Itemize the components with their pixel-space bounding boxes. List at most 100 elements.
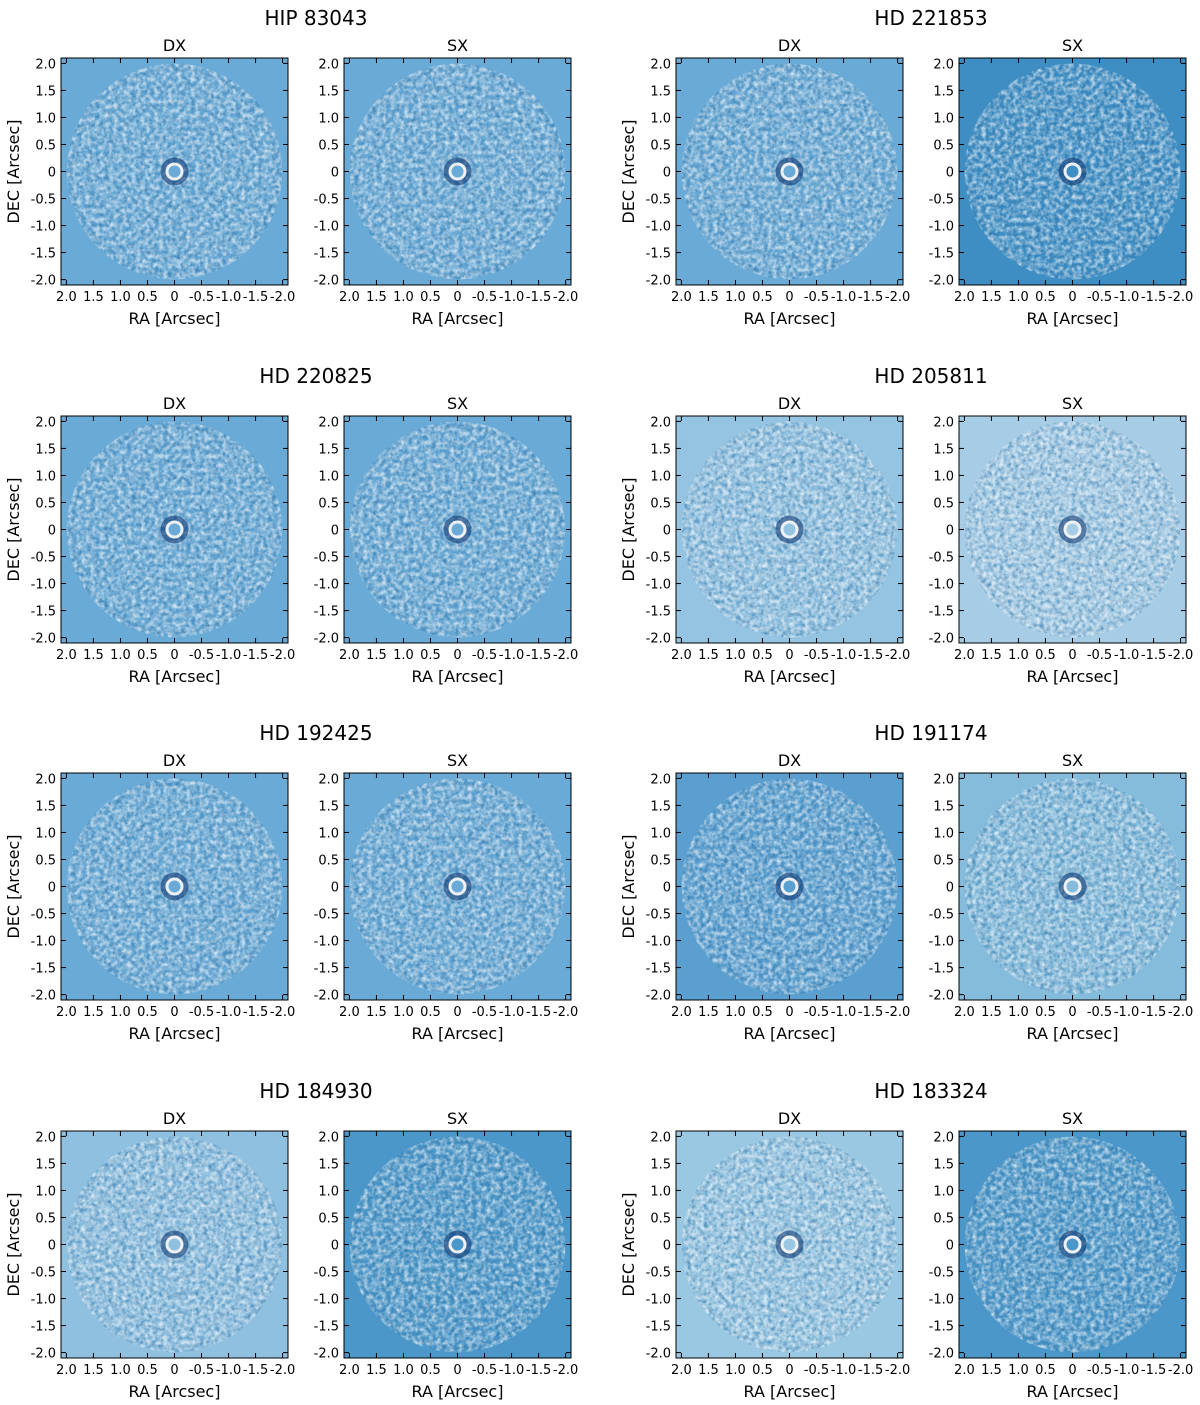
y-tick-label: -1.5	[314, 1320, 339, 1335]
x-tick-label: -1.0	[499, 290, 524, 305]
x-tick-label: -2.0	[1168, 290, 1193, 305]
x-tick-label: -2.0	[1168, 1363, 1193, 1378]
y-tick-label: -2.0	[646, 274, 671, 289]
x-tick-label: 0	[170, 290, 178, 305]
panel-sx-5: 2.0 1.5 1.0 0.5 0 -0.5 -1.0 -1.5 -2.0-2.0-1.5-1.…	[929, 751, 1194, 1043]
x-tick-label: -0.5	[472, 648, 497, 663]
x-axis-label: RA [Arcsec]	[744, 667, 836, 686]
x-tick-label: 0.5	[137, 1363, 158, 1378]
y-axis-label: DEC [Arcsec]	[4, 119, 23, 223]
star-title: HD 191174	[874, 721, 987, 745]
x-axis-label: RA [Arcsec]	[1027, 309, 1119, 328]
x-tick-label: 1.5	[366, 1363, 387, 1378]
x-tick-label: -1.0	[831, 1363, 856, 1378]
y-tick-label: 0	[331, 1239, 339, 1254]
y-tick-label: -1.0	[31, 578, 56, 593]
panel-dx-0: 2.0 1.5 1.0 0.5 0 -0.5 -1.0 -1.5 -2.0-2.0-1.5-1.…	[31, 36, 296, 328]
y-tick-label: -0.5	[646, 551, 671, 566]
y-axis-label: DEC [Arcsec]	[619, 834, 638, 938]
x-tick-label: -1.0	[1114, 1005, 1139, 1020]
y-tick-label: 0	[946, 881, 954, 896]
y-tick-label: 0	[48, 1239, 56, 1254]
x-axis-label: RA [Arcsec]	[129, 1024, 221, 1043]
y-tick-label: 0.5	[318, 496, 339, 511]
coronagraph-mask	[168, 880, 181, 893]
y-tick-label: 2.0	[933, 772, 954, 787]
x-tick-label: -1.5	[526, 290, 551, 305]
y-tick-label: 1.5	[35, 1157, 56, 1172]
y-tick-label: -0.5	[31, 908, 56, 923]
x-tick-label: 1.5	[83, 648, 104, 663]
x-tick-label: 0	[1068, 648, 1076, 663]
y-tick-label: -2.0	[929, 989, 954, 1004]
panel-label: SX	[447, 1109, 468, 1128]
y-tick-label: 2.0	[35, 57, 56, 72]
y-tick-label: 1.0	[933, 469, 954, 484]
y-tick-label: -0.5	[314, 193, 339, 208]
y-tick-label: -1.5	[929, 962, 954, 977]
y-tick-label: -1.0	[929, 935, 954, 950]
x-tick-label: 2.0	[954, 648, 975, 663]
x-tick-label: 0	[170, 1363, 178, 1378]
y-tick-label: -0.5	[929, 908, 954, 923]
x-tick-label: -1.5	[526, 1363, 551, 1378]
y-tick-label: 1.0	[35, 111, 56, 126]
x-tick-label: -1.0	[499, 648, 524, 663]
x-tick-label: 0.5	[1035, 648, 1056, 663]
x-tick-label: 0.5	[420, 648, 441, 663]
y-tick-label: 2.0	[933, 57, 954, 72]
x-tick-label: 1.0	[1008, 1005, 1029, 1020]
x-tick-label: 2.0	[954, 1363, 975, 1378]
panel-dx-1: 2.0 1.5 1.0 0.5 0 -0.5 -1.0 -1.5 -2.0-2.0-1.5-1.…	[646, 36, 911, 328]
x-tick-label: 2.0	[339, 290, 360, 305]
y-tick-label: 1.0	[318, 1184, 339, 1199]
y-tick-label: -1.0	[31, 1293, 56, 1308]
x-tick-label: 0.5	[420, 1005, 441, 1020]
star-title: HD 221853	[874, 6, 987, 30]
y-tick-label: 2.0	[35, 415, 56, 430]
y-tick-label: 1.5	[933, 84, 954, 99]
y-tick-label: -0.5	[929, 551, 954, 566]
y-tick-label: -2.0	[31, 989, 56, 1004]
y-tick-label: 0.5	[650, 138, 671, 153]
x-tick-label: -1.5	[243, 1005, 268, 1020]
y-tick-label: 1.5	[650, 442, 671, 457]
panel-dx-7: 2.0 1.5 1.0 0.5 0 -0.5 -1.0 -1.5 -2.0-2.0-1.5-1.…	[646, 1109, 911, 1401]
y-tick-label: 0	[331, 166, 339, 181]
y-tick-label: -1.5	[31, 247, 56, 262]
x-tick-label: -0.5	[1087, 1363, 1112, 1378]
y-tick-label: 0	[663, 524, 671, 539]
y-tick-label: -2.0	[31, 632, 56, 647]
x-tick-label: -1.0	[499, 1363, 524, 1378]
panel-label: SX	[1062, 394, 1083, 413]
y-tick-label: -2.0	[314, 632, 339, 647]
y-tick-label: 1.0	[650, 826, 671, 841]
y-tick-label: 1.5	[318, 1157, 339, 1172]
x-tick-label: 1.5	[698, 648, 719, 663]
y-tick-label: -1.5	[314, 962, 339, 977]
x-tick-label: 1.5	[981, 648, 1002, 663]
y-tick-label: 0.5	[35, 138, 56, 153]
x-tick-label: -2.0	[885, 1005, 910, 1020]
y-tick-label: -2.0	[929, 1347, 954, 1362]
x-tick-label: 1.5	[698, 1005, 719, 1020]
y-tick-label: 0.5	[35, 496, 56, 511]
y-tick-label: -2.0	[929, 632, 954, 647]
x-tick-label: 2.0	[671, 290, 692, 305]
y-tick-label: -2.0	[31, 274, 56, 289]
panel-label: DX	[163, 751, 186, 770]
coronagraph-mask	[1066, 1238, 1079, 1251]
x-tick-label: -0.5	[804, 648, 829, 663]
x-tick-label: 1.5	[981, 1363, 1002, 1378]
x-tick-label: 1.5	[698, 1363, 719, 1378]
panel-sx-4: 2.0 1.5 1.0 0.5 0 -0.5 -1.0 -1.5 -2.0-2.0-1.5-1.…	[314, 751, 579, 1043]
x-tick-label: 1.5	[698, 290, 719, 305]
y-tick-label: 1.5	[318, 442, 339, 457]
y-tick-label: 2.0	[35, 1130, 56, 1145]
y-tick-label: 1.5	[35, 442, 56, 457]
y-tick-label: 1.0	[933, 1184, 954, 1199]
y-tick-label: -1.5	[31, 605, 56, 620]
y-tick-label: -0.5	[929, 193, 954, 208]
y-tick-label: 1.0	[318, 111, 339, 126]
x-tick-label: 0	[785, 1363, 793, 1378]
